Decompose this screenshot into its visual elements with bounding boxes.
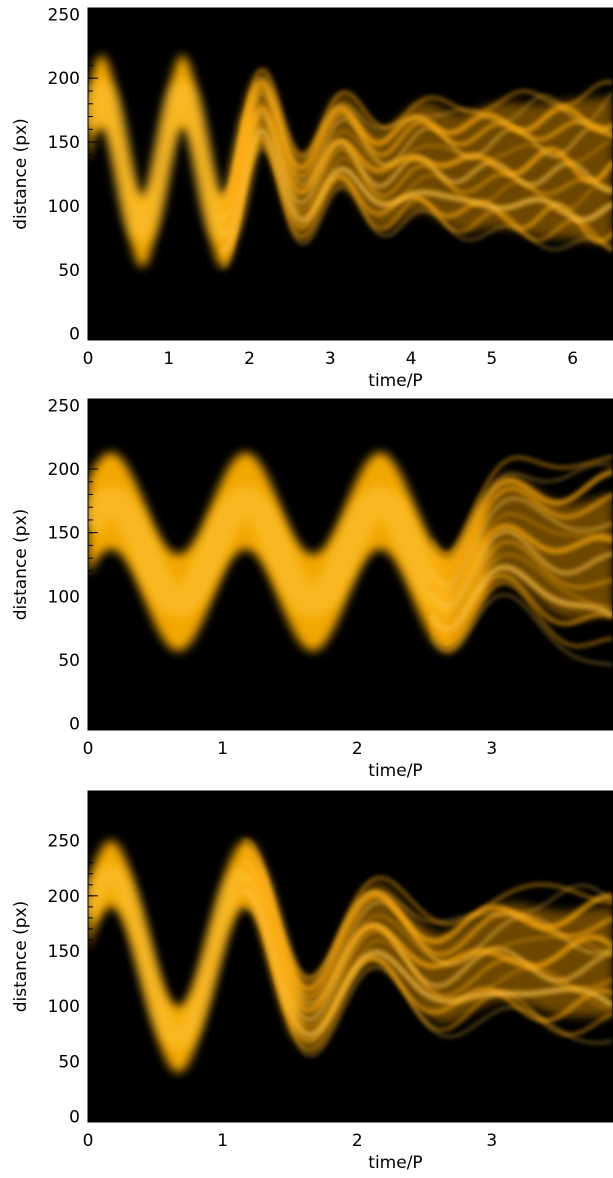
panel-2-strand [428, 564, 613, 632]
panel-2-y-tick-label: 150 [48, 524, 80, 544]
panel-1-x-tick-label: 5 [486, 349, 497, 369]
panel-3-strand [242, 844, 613, 983]
panel-2-strand [429, 573, 613, 639]
panel-1-x-tick-label: 2 [244, 349, 255, 369]
panel-1-y-axis-label: distance (px) [11, 118, 31, 230]
panel-3-strand [242, 899, 613, 1052]
panel-1-heatmap [88, 8, 613, 340]
panel-3-x-tick-label: 2 [352, 1131, 363, 1151]
panel-1-y-tick-label: 200 [48, 69, 80, 89]
panel-2-strand [429, 496, 613, 587]
panel-3-strand [242, 838, 613, 980]
panel-2-x-axis-label: time/P [368, 761, 422, 781]
panel-1-x-tick-label: 1 [163, 349, 174, 369]
panel-3-y-tick-label: 150 [48, 942, 80, 962]
panel-3-y-tick-label: 200 [48, 887, 80, 907]
panel-1-x-tick-label: 0 [83, 349, 94, 369]
panel-1-x-tick-label: 4 [406, 349, 417, 369]
panel-1-y-tick-label: 100 [48, 197, 80, 217]
panel-1-y-tick-label: 250 [48, 5, 80, 25]
panel-3-y-tick-label: 100 [48, 997, 80, 1017]
panel-2-strand [428, 468, 613, 573]
panel-2-y-tick-label: 250 [48, 396, 80, 416]
panel-2-strand [429, 580, 613, 649]
panel-2-heatmap [88, 399, 613, 730]
panel-3-frame [87, 790, 613, 1123]
panel-2-strand [429, 539, 613, 616]
panel-2-strand [429, 454, 613, 557]
panel-3-x-tick-label: 1 [217, 1131, 228, 1151]
panel-3-strand [242, 873, 613, 1022]
panel-1-x-tick-label: 6 [567, 349, 578, 369]
panel-3-y-tick-label: 50 [58, 1052, 80, 1072]
panel-2-strand [428, 523, 613, 603]
panel-2-y-tick-label: 200 [48, 460, 80, 480]
panel-2-strand [429, 486, 613, 580]
panel-1-x-axis-label: time/P [368, 371, 422, 391]
panel-1-strand [221, 68, 613, 198]
panel-2-frame [87, 398, 613, 731]
panel-2-band-core [88, 486, 499, 618]
panel-2-x-tick-label: 3 [486, 739, 497, 759]
panel-1-strand [221, 75, 613, 203]
panel-2-x-tick-label: 0 [83, 739, 94, 759]
panel-3-strand [242, 888, 613, 1038]
panel-3-x-axis-label: time/P [368, 1153, 422, 1173]
panel-3-strand [242, 847, 613, 992]
panel-2-y-tick-label: 0 [69, 715, 80, 735]
panel-3-y-tick-label: 0 [69, 1107, 80, 1127]
panel-2-strand [430, 553, 613, 623]
panel-2-y-tick-label: 50 [58, 651, 80, 671]
panel-3-strand [242, 853, 613, 999]
panel-2-x-tick-label: 2 [352, 739, 363, 759]
panel-1-y-tick-label: 0 [69, 325, 80, 345]
panel-3-x-tick-label: 0 [83, 1131, 94, 1151]
panel-1-y-tick-label: 50 [58, 261, 80, 281]
panel-2-strand [430, 512, 613, 593]
panel-1-y-tick-label: 150 [48, 133, 80, 153]
panel-2-y-tick-label: 100 [48, 587, 80, 607]
panel-2-x-tick-label: 1 [217, 739, 228, 759]
panel-2-strand [430, 593, 613, 667]
panel-1-frame [87, 7, 613, 341]
panel-3-y-axis-label: distance (px) [11, 901, 31, 1013]
panel-3-heatmap [88, 791, 613, 1122]
panel-3-strand [242, 894, 613, 1044]
panel-2-strand [430, 462, 613, 564]
panel-3-x-tick-label: 3 [486, 1131, 497, 1151]
panel-3-y-tick-label: 250 [48, 832, 80, 852]
panel-2-y-axis-label: distance (px) [11, 509, 31, 621]
panel-3-strand [242, 868, 613, 1014]
panel-2-strand [429, 529, 613, 609]
panel-1-x-tick-label: 3 [325, 349, 336, 369]
